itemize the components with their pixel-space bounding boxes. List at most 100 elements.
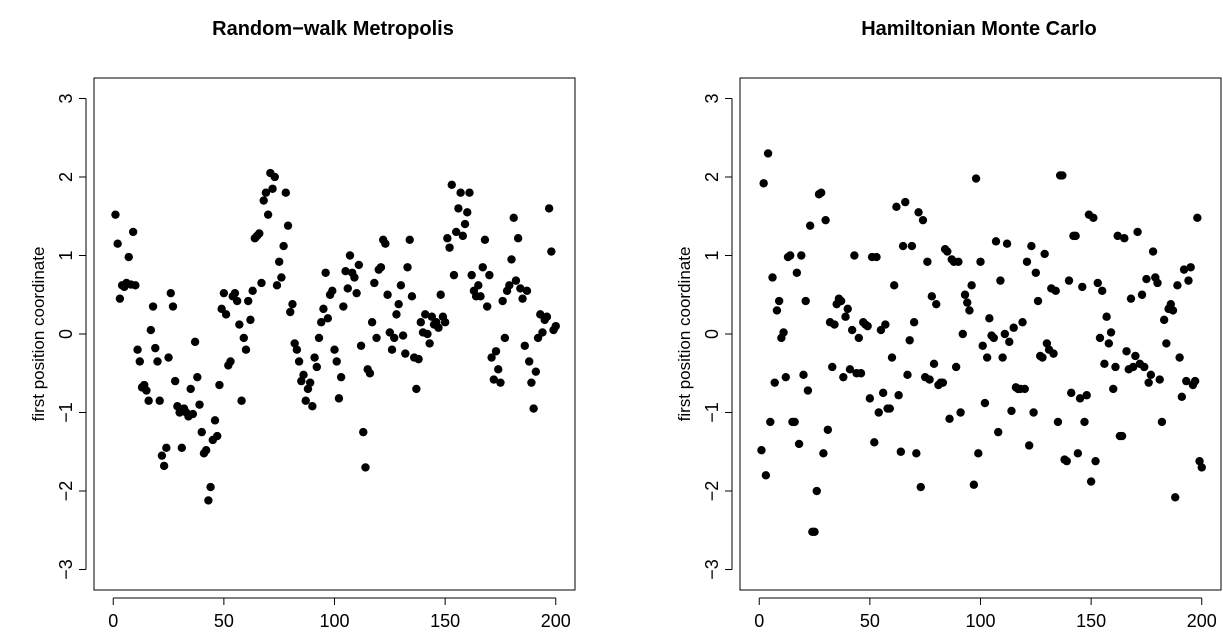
data-point xyxy=(982,353,992,362)
data-point xyxy=(1146,370,1156,380)
data-point xyxy=(547,247,556,256)
data-point xyxy=(403,263,412,272)
data-point xyxy=(1111,362,1120,372)
data-point xyxy=(1053,417,1063,427)
data-point xyxy=(525,357,534,366)
x-tick-label: 100 xyxy=(319,611,349,631)
data-point xyxy=(474,281,483,290)
data-point xyxy=(958,329,967,339)
data-point xyxy=(210,416,220,425)
data-point xyxy=(854,333,864,343)
data-point xyxy=(516,284,525,293)
data-point xyxy=(1155,375,1164,384)
data-point xyxy=(1131,351,1140,361)
data-point xyxy=(197,427,206,437)
data-point xyxy=(1029,408,1038,417)
data-point xyxy=(790,417,799,427)
data-point xyxy=(350,273,359,282)
y-tick-label: 0 xyxy=(702,329,722,339)
data-point xyxy=(226,357,235,366)
x-tick-label: 50 xyxy=(860,611,880,631)
data-point xyxy=(221,310,231,319)
data-point xyxy=(188,409,198,419)
data-point xyxy=(1171,493,1180,502)
data-point xyxy=(1122,347,1131,356)
data-point xyxy=(157,451,167,460)
data-point xyxy=(1071,231,1080,241)
data-point xyxy=(1024,441,1034,450)
data-point xyxy=(376,263,386,272)
data-point xyxy=(520,341,529,350)
data-point xyxy=(898,241,908,251)
chart-title: Hamiltonian Monte Carlo xyxy=(861,18,1097,40)
data-point xyxy=(823,425,833,434)
data-point xyxy=(274,257,284,266)
data-point xyxy=(907,241,917,251)
data-point xyxy=(872,252,881,262)
data-point xyxy=(359,427,368,437)
data-point xyxy=(343,284,352,293)
data-point xyxy=(843,304,852,314)
data-point xyxy=(1157,417,1167,427)
data-point xyxy=(128,227,138,237)
data-point xyxy=(1049,349,1058,358)
data-point xyxy=(159,461,169,471)
data-point xyxy=(960,290,970,299)
data-point xyxy=(131,281,140,290)
data-point xyxy=(487,353,496,362)
data-point xyxy=(836,296,846,306)
data-point xyxy=(1091,456,1100,466)
data-point xyxy=(423,329,432,339)
data-point xyxy=(392,310,401,319)
data-point xyxy=(1120,234,1129,243)
data-point xyxy=(155,396,164,405)
data-point xyxy=(372,333,381,343)
data-point xyxy=(213,431,222,441)
data-point xyxy=(414,354,423,364)
data-point xyxy=(425,339,434,348)
plot-frame xyxy=(739,77,1222,591)
data-point xyxy=(458,231,468,241)
y-axis-label: first position coordinate xyxy=(29,247,48,422)
data-point xyxy=(841,312,850,321)
data-point xyxy=(301,396,310,405)
data-point xyxy=(890,281,899,290)
data-point xyxy=(1140,362,1149,372)
data-point xyxy=(938,378,948,387)
data-point xyxy=(299,370,308,380)
data-point xyxy=(901,197,910,207)
data-point xyxy=(918,215,928,225)
data-point xyxy=(1002,239,1012,248)
data-point xyxy=(257,278,266,288)
data-point xyxy=(1102,312,1111,321)
data-point xyxy=(1058,171,1067,180)
data-point xyxy=(467,270,476,280)
data-point xyxy=(1033,296,1043,306)
data-point xyxy=(881,320,890,329)
data-point xyxy=(396,281,406,290)
data-point xyxy=(383,290,392,299)
data-point xyxy=(445,243,454,252)
data-point xyxy=(1064,276,1074,285)
data-point xyxy=(522,286,532,296)
data-point xyxy=(115,294,125,303)
data-point xyxy=(498,296,507,306)
data-point xyxy=(310,353,319,362)
data-point xyxy=(912,449,921,458)
data-point xyxy=(965,306,974,315)
data-point xyxy=(1173,281,1182,290)
data-point xyxy=(1104,339,1114,348)
data-point xyxy=(279,241,288,251)
data-point xyxy=(390,333,399,343)
y-tick-label: −3 xyxy=(702,559,722,580)
data-point xyxy=(985,314,994,323)
data-point xyxy=(839,372,848,382)
data-point xyxy=(923,257,932,266)
data-point xyxy=(1175,353,1184,362)
data-point xyxy=(215,380,224,390)
data-point xyxy=(1022,257,1032,266)
data-point xyxy=(482,302,492,311)
x-tick-label: 150 xyxy=(1076,611,1106,631)
data-point xyxy=(874,408,883,417)
y-tick-label: 2 xyxy=(702,172,722,182)
